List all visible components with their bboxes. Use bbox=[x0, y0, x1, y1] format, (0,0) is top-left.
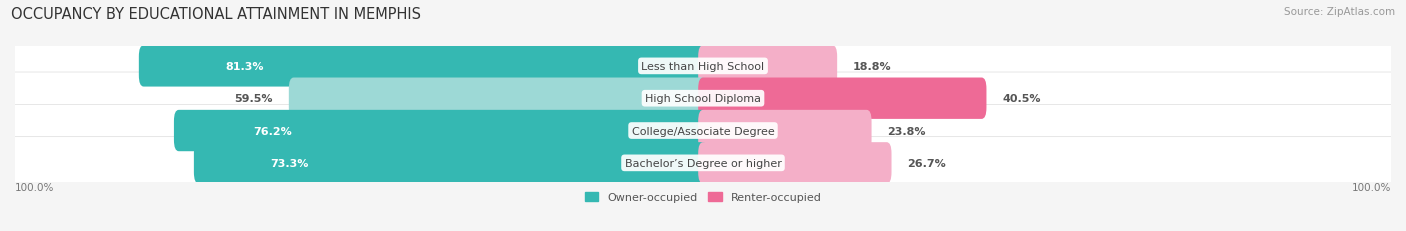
FancyBboxPatch shape bbox=[699, 78, 987, 119]
Text: Bachelor’s Degree or higher: Bachelor’s Degree or higher bbox=[624, 158, 782, 168]
Text: 26.7%: 26.7% bbox=[907, 158, 946, 168]
Text: 100.0%: 100.0% bbox=[1351, 182, 1391, 192]
FancyBboxPatch shape bbox=[699, 110, 872, 152]
FancyBboxPatch shape bbox=[194, 143, 707, 184]
Text: 100.0%: 100.0% bbox=[15, 182, 55, 192]
FancyBboxPatch shape bbox=[174, 110, 707, 152]
FancyBboxPatch shape bbox=[8, 105, 1398, 157]
FancyBboxPatch shape bbox=[8, 40, 1398, 93]
FancyBboxPatch shape bbox=[699, 46, 837, 87]
Text: High School Diploma: High School Diploma bbox=[645, 94, 761, 104]
Text: 81.3%: 81.3% bbox=[225, 62, 263, 72]
Text: Source: ZipAtlas.com: Source: ZipAtlas.com bbox=[1284, 7, 1395, 17]
Text: 23.8%: 23.8% bbox=[887, 126, 927, 136]
Text: 18.8%: 18.8% bbox=[853, 62, 891, 72]
Text: 76.2%: 76.2% bbox=[253, 126, 292, 136]
Text: OCCUPANCY BY EDUCATIONAL ATTAINMENT IN MEMPHIS: OCCUPANCY BY EDUCATIONAL ATTAINMENT IN M… bbox=[11, 7, 422, 22]
Legend: Owner-occupied, Renter-occupied: Owner-occupied, Renter-occupied bbox=[581, 187, 825, 207]
Text: 73.3%: 73.3% bbox=[270, 158, 309, 168]
FancyBboxPatch shape bbox=[288, 78, 707, 119]
FancyBboxPatch shape bbox=[139, 46, 707, 87]
Text: College/Associate Degree: College/Associate Degree bbox=[631, 126, 775, 136]
FancyBboxPatch shape bbox=[699, 143, 891, 184]
Text: Less than High School: Less than High School bbox=[641, 62, 765, 72]
Text: 59.5%: 59.5% bbox=[235, 94, 273, 104]
FancyBboxPatch shape bbox=[8, 73, 1398, 125]
Text: 40.5%: 40.5% bbox=[1002, 94, 1040, 104]
FancyBboxPatch shape bbox=[8, 137, 1398, 189]
